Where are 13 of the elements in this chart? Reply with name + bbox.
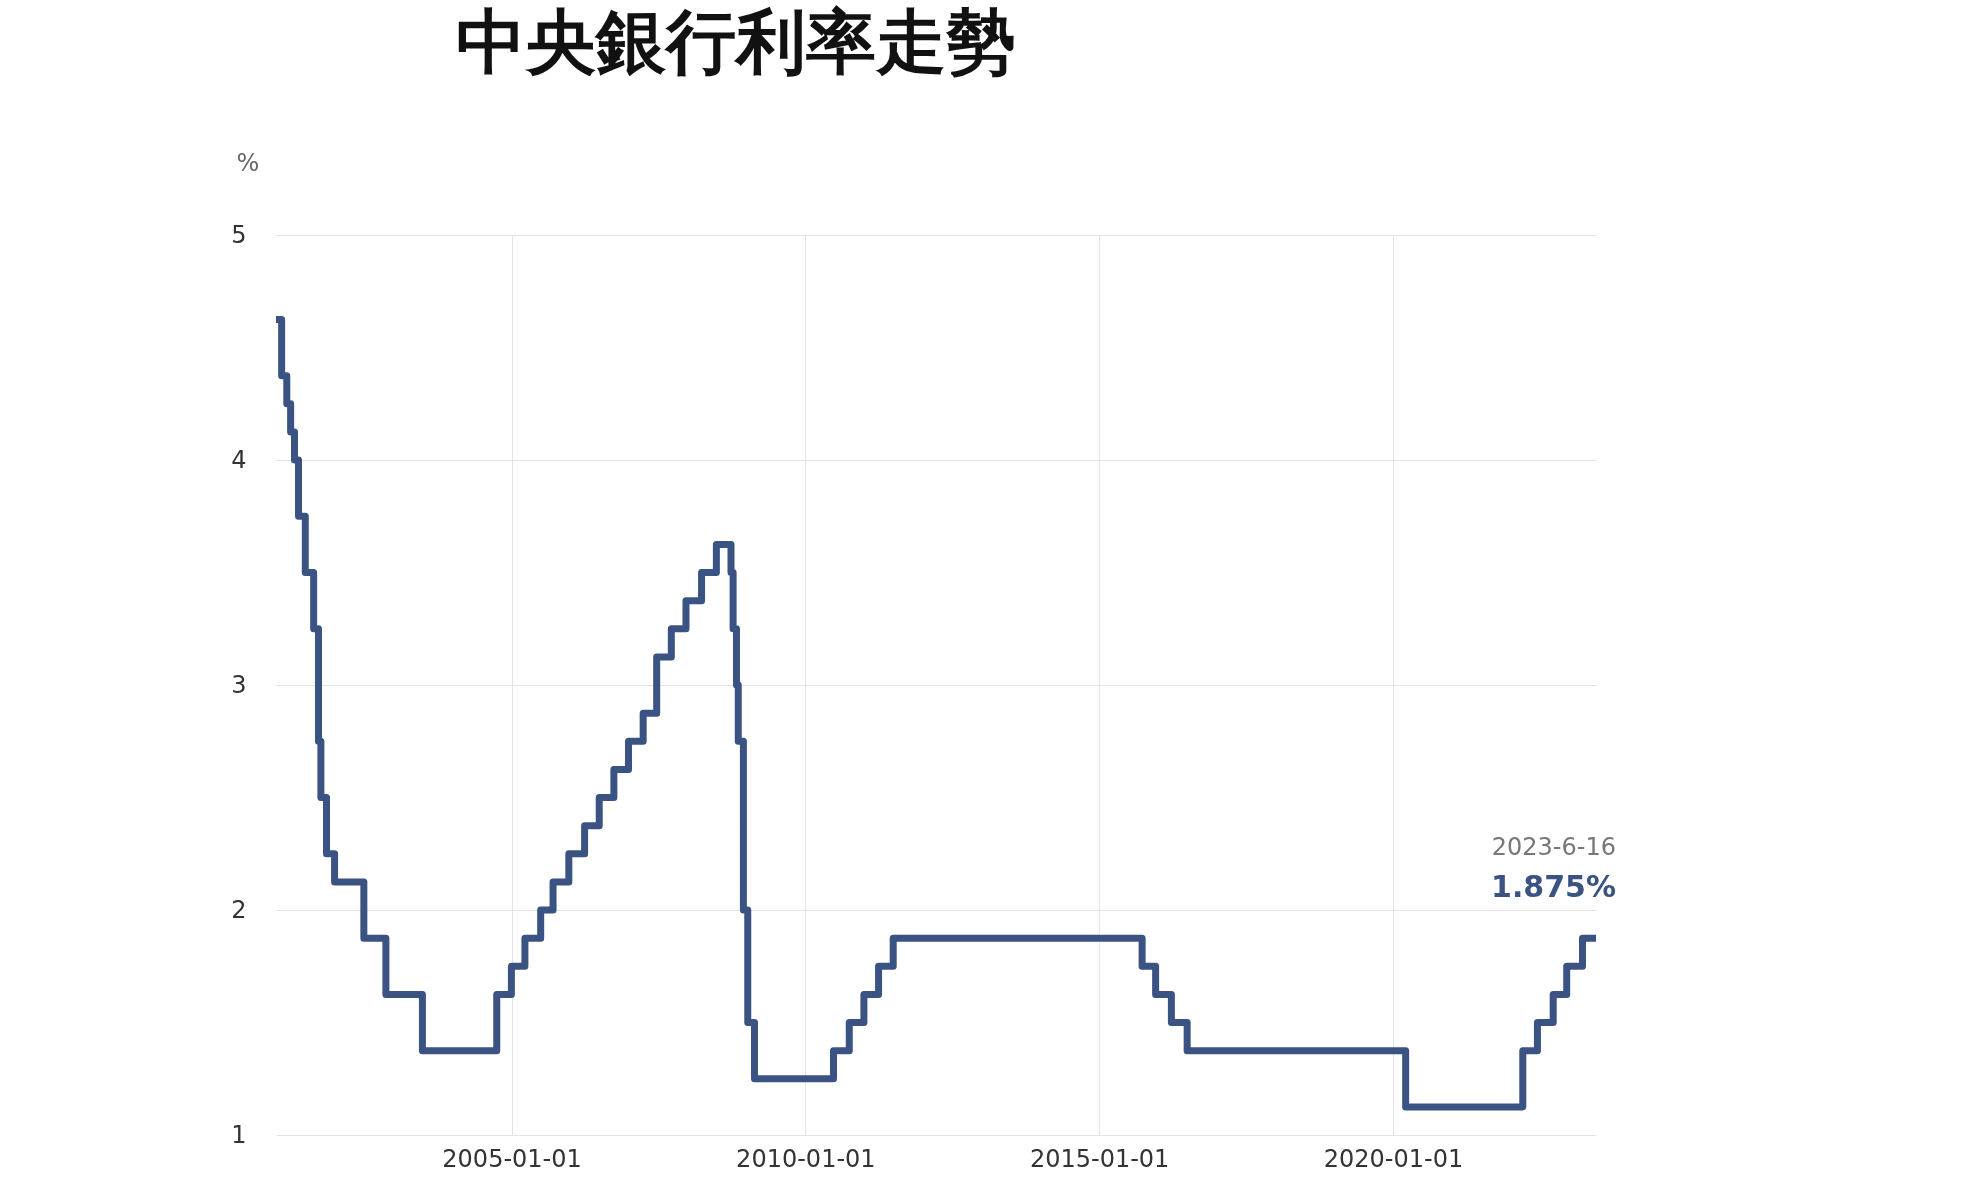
y-tick-label: 1 [231, 1120, 247, 1149]
y-tick-label: 2 [231, 895, 247, 924]
x-tick-label: 2015-01-01 [1029, 1144, 1170, 1173]
y-tick-label: 5 [231, 220, 247, 249]
y-tick-label: 4 [231, 445, 247, 474]
chart-title: 中央銀行利率走勢 [456, 1, 1016, 83]
y-tick-label: 3 [231, 670, 247, 699]
annotation: 1.875% [1491, 869, 1616, 905]
x-tick-label: 2005-01-01 [442, 1144, 582, 1173]
annotation: 2023-6-16 [1491, 833, 1616, 862]
x-tick-label: 2010-01-01 [736, 1144, 876, 1173]
y-axis-title: % [236, 148, 260, 177]
x-tick-label: 2020-01-01 [1323, 1144, 1464, 1173]
